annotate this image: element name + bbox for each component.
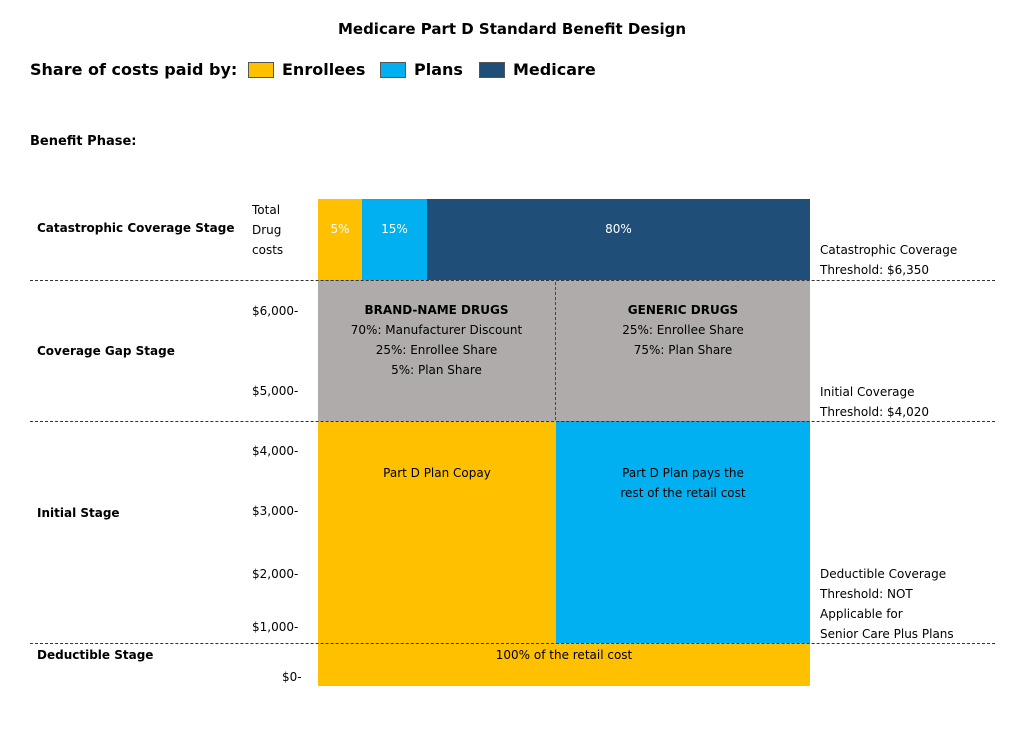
threshold-catastrophic-line-1: Catastrophic Coverage xyxy=(820,243,958,257)
catastrophic-plan-block: 15% xyxy=(362,199,427,280)
initial-plan-line-2: rest of the retail cost xyxy=(620,486,746,500)
tick-6000: $6,000- xyxy=(252,304,299,318)
legend-swatch-enrollees xyxy=(248,61,274,78)
threshold-catastrophic-line-2: Threshold: $6,350 xyxy=(820,263,929,277)
generic-plan-share: 75%: Plan Share xyxy=(633,343,733,357)
deductible-text: 100% of the retail cost xyxy=(495,648,633,662)
brand-name-drugs-box: BRAND-NAME DRUGS 70%: Manufacturer Disco… xyxy=(318,300,555,380)
initial-copay-text: Part D Plan Copay xyxy=(383,466,491,480)
generic-enrollee-share: 25%: Enrollee Share xyxy=(622,323,744,337)
total-label-line-3: costs xyxy=(252,243,284,257)
legend-item-medicare: Medicare xyxy=(479,60,596,79)
threshold-deductible-line-4: Senior Care Plus Plans xyxy=(820,627,954,641)
stage-initial: Initial Stage xyxy=(37,506,120,520)
catastrophic-enrollee-block: 5% xyxy=(318,199,362,280)
tick-5000: $5,000- xyxy=(252,384,299,398)
separator-catastrophic xyxy=(30,280,995,281)
initial-plan-line-1: Part D Plan pays the xyxy=(622,466,744,480)
catastrophic-plan-share: 15% xyxy=(381,222,408,236)
tick-2000: $2,000- xyxy=(252,567,299,581)
tick-4000: $4,000- xyxy=(252,444,299,458)
total-label-line-1: Total xyxy=(252,203,281,217)
brand-manufacturer-discount: 70%: Manufacturer Discount xyxy=(350,323,523,337)
stage-catastrophic: Catastrophic Coverage Stage xyxy=(37,221,235,235)
threshold-initial: Initial Coverage Threshold: $4,020 xyxy=(820,382,929,422)
legend-text-enrollees: Enrollees xyxy=(282,60,366,79)
generic-drugs-box: GENERIC DRUGS 25%: Enrollee Share 75%: P… xyxy=(556,300,810,360)
deductible-block: 100% of the retail cost xyxy=(318,643,810,686)
threshold-catastrophic: Catastrophic Coverage Threshold: $6,350 xyxy=(820,240,957,280)
brand-name-heading: BRAND-NAME DRUGS xyxy=(364,303,509,317)
coverage-gap-divider xyxy=(555,282,556,420)
initial-plan-text: Part D Plan pays the rest of the retail … xyxy=(556,421,810,503)
brand-plan-share: 5%: Plan Share xyxy=(391,363,482,377)
catastrophic-medicare-share: 80% xyxy=(605,222,632,236)
brand-enrollee-share: 25%: Enrollee Share xyxy=(375,343,498,357)
legend-item-plans: Plans xyxy=(380,60,463,79)
diagram-title: Medicare Part D Standard Benefit Design xyxy=(337,20,687,38)
legend-swatch-medicare xyxy=(479,61,505,78)
stage-coverage-gap: Coverage Gap Stage xyxy=(37,344,175,358)
catastrophic-enrollee-share: 5% xyxy=(330,222,350,236)
tick-0: $0- xyxy=(282,670,302,684)
legend-text-medicare: Medicare xyxy=(513,60,596,79)
threshold-deductible-line-1: Deductible Coverage xyxy=(820,567,947,581)
total-drug-costs-label: Total Drug costs xyxy=(252,200,283,260)
legend-item-enrollees: Enrollees xyxy=(248,60,365,79)
threshold-deductible: Deductible Coverage Threshold: NOT Appli… xyxy=(820,564,954,644)
legend-swatch-plans xyxy=(380,61,406,78)
benefit-phase-label: Benefit Phase: xyxy=(30,134,137,149)
legend-label: Share of costs paid by: xyxy=(30,60,238,79)
separator-deductible xyxy=(30,643,995,644)
stage-deductible: Deductible Stage xyxy=(37,648,154,662)
initial-plan-block: Part D Plan pays the rest of the retail … xyxy=(556,421,810,643)
separator-initial-coverage xyxy=(30,421,995,422)
legend-text-plans: Plans xyxy=(414,60,463,79)
threshold-deductible-line-2: Threshold: NOT xyxy=(820,587,913,601)
threshold-deductible-line-3: Applicable for xyxy=(820,607,903,621)
tick-3000: $3,000- xyxy=(252,504,299,518)
tick-1000: $1,000- xyxy=(252,620,299,634)
generic-heading: GENERIC DRUGS xyxy=(627,303,739,317)
threshold-initial-line-1: Initial Coverage xyxy=(820,385,915,399)
threshold-initial-line-2: Threshold: $4,020 xyxy=(820,405,929,419)
total-label-line-2: Drug xyxy=(252,223,282,237)
initial-copay-block: Part D Plan Copay xyxy=(318,421,556,643)
coverage-gap-block xyxy=(318,280,810,421)
catastrophic-medicare-block: 80% xyxy=(427,199,810,280)
